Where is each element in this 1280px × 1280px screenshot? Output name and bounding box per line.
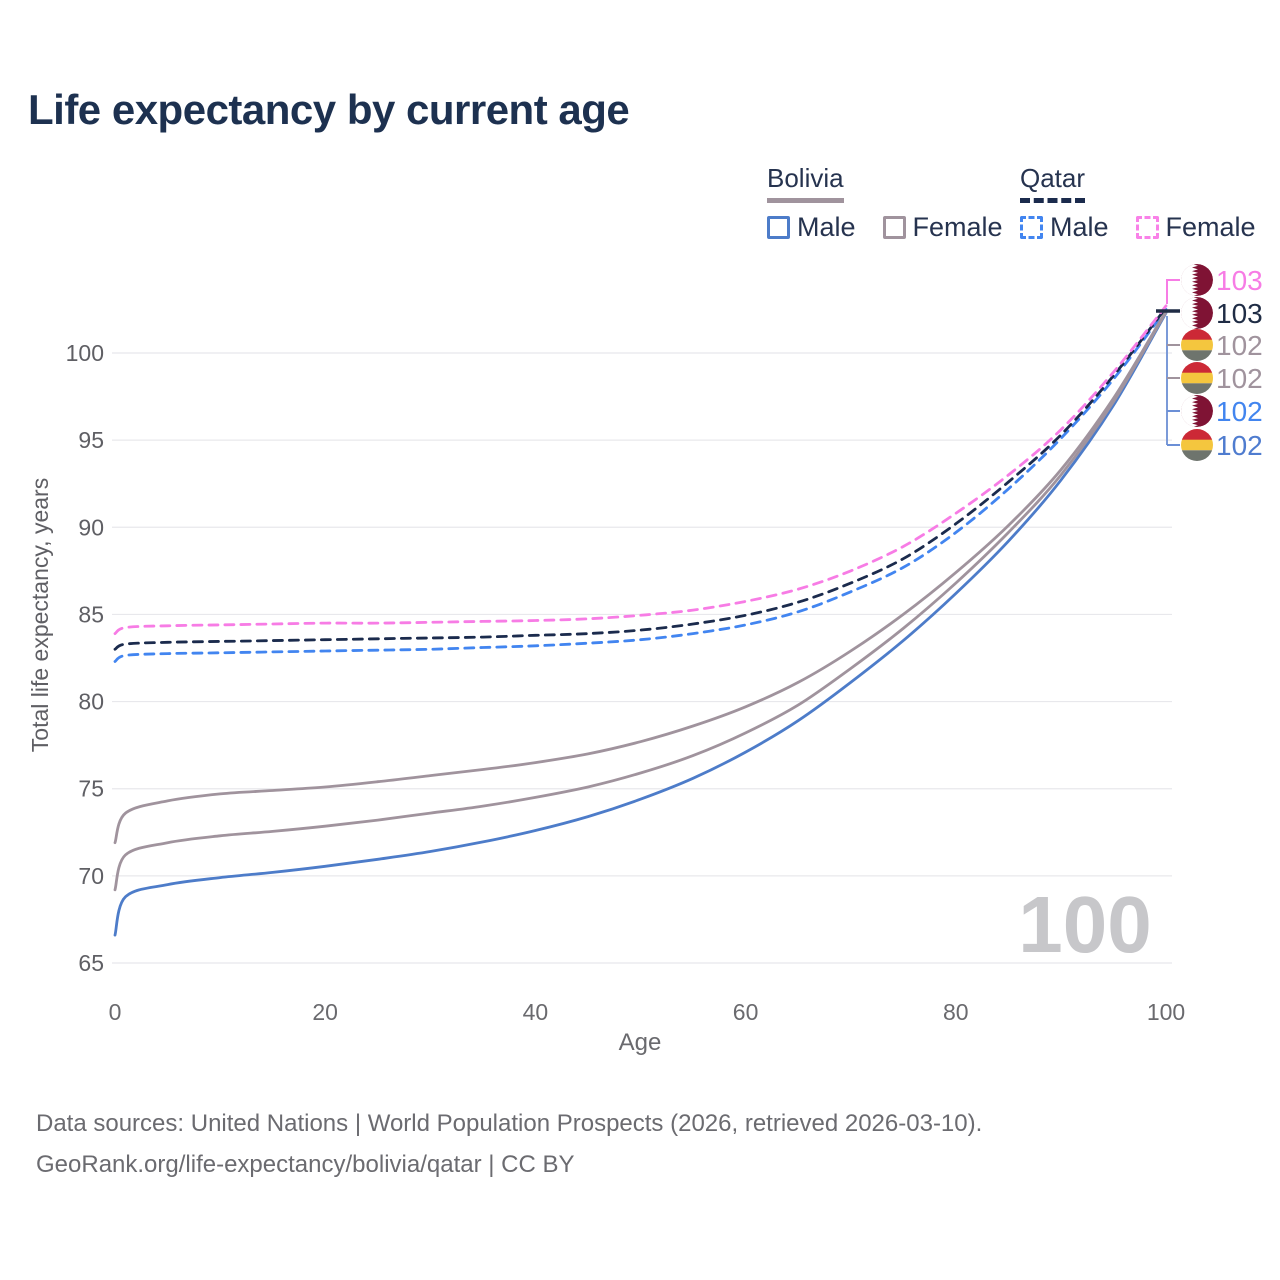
y-tick-label: 85 <box>78 601 104 627</box>
end-value-label-qatar-female: 103 <box>1216 265 1263 296</box>
flag-icon-bolivia <box>1181 329 1213 361</box>
end-value-label-bolivia: 102 <box>1216 363 1263 394</box>
y-tick-label: 90 <box>78 514 104 540</box>
page-title: Life expectancy by current age <box>28 86 630 133</box>
legend-item-qatar-male[interactable]: Male <box>1020 212 1109 243</box>
y-tick-label: 75 <box>78 776 104 802</box>
end-value-label-bolivia-female: 102 <box>1216 330 1263 361</box>
end-value-label-bolivia-male: 102 <box>1216 430 1263 461</box>
legend-label-qatar-female: Female <box>1165 212 1256 242</box>
end-value-label-qatar: 103 <box>1216 298 1263 329</box>
legend-country-bolivia[interactable]: Bolivia <box>767 163 844 203</box>
leader-line-qatar-female <box>1166 279 1180 304</box>
legend-label-bolivia-male: Male <box>797 212 856 242</box>
legend-country-qatar[interactable]: Qatar <box>1020 163 1086 203</box>
y-tick-label: 70 <box>78 863 104 889</box>
legend-label-qatar-male: Male <box>1050 212 1109 242</box>
legend-item-qatar-female[interactable]: Female <box>1135 212 1256 243</box>
flag-icon-qatar <box>1181 297 1213 329</box>
y-tick-label: 100 <box>66 340 104 366</box>
y-axis-title: Total life expectancy, years <box>27 478 53 752</box>
series-line-bolivia-male[interactable] <box>113 311 1168 937</box>
x-tick-label: 40 <box>523 999 549 1025</box>
end-value-label-qatar-male: 102 <box>1216 396 1263 427</box>
series-line-qatar-female[interactable] <box>113 304 1168 635</box>
chart-footer: Data sources: United Nations | World Pop… <box>36 1103 982 1185</box>
legend-group-bolivia: Bolivia Male Female <box>767 163 1003 243</box>
series-line-qatar-male[interactable] <box>113 308 1168 663</box>
flag-icon-qatar <box>1181 395 1213 427</box>
flag-icon-bolivia <box>1181 362 1213 394</box>
series-line-bolivia[interactable] <box>113 310 1168 892</box>
flag-icon-bolivia <box>1181 429 1213 461</box>
flag-icon-qatar <box>1181 264 1213 296</box>
age-cursor-watermark: 100 <box>1018 880 1151 969</box>
x-axis-title: Age <box>619 1029 662 1056</box>
x-tick-label: 100 <box>1147 999 1185 1025</box>
x-tick-label: 0 <box>109 999 122 1025</box>
series-line-qatar[interactable] <box>113 306 1168 651</box>
qatar-male-swatch-icon <box>1020 216 1043 239</box>
bolivia-male-swatch-icon <box>767 216 790 239</box>
data-sources-text: Data sources: United Nations | World Pop… <box>36 1110 983 1137</box>
legend-item-bolivia-male[interactable]: Male <box>767 212 856 243</box>
legend-items-bolivia: Male Female <box>767 212 1003 243</box>
x-tick-label: 20 <box>312 999 338 1025</box>
legend-group-qatar: Qatar Male Female <box>1020 163 1256 243</box>
legend-items-qatar: Male Female <box>1020 212 1256 243</box>
attribution-link-text: GeoRank.org/life-expectancy/bolivia/qata… <box>36 1151 575 1178</box>
bolivia-female-swatch-icon <box>882 216 906 239</box>
series-line-bolivia-female[interactable] <box>113 309 1168 845</box>
y-tick-label: 65 <box>78 950 104 976</box>
qatar-female-swatch-icon <box>1135 216 1159 239</box>
x-tick-label: 60 <box>733 999 759 1025</box>
x-tick-label: 80 <box>943 999 969 1025</box>
legend-item-bolivia-female[interactable]: Female <box>882 212 1003 243</box>
y-tick-label: 80 <box>78 689 104 715</box>
legend-label-bolivia-female: Female <box>912 212 1003 242</box>
y-tick-label: 95 <box>78 427 104 453</box>
